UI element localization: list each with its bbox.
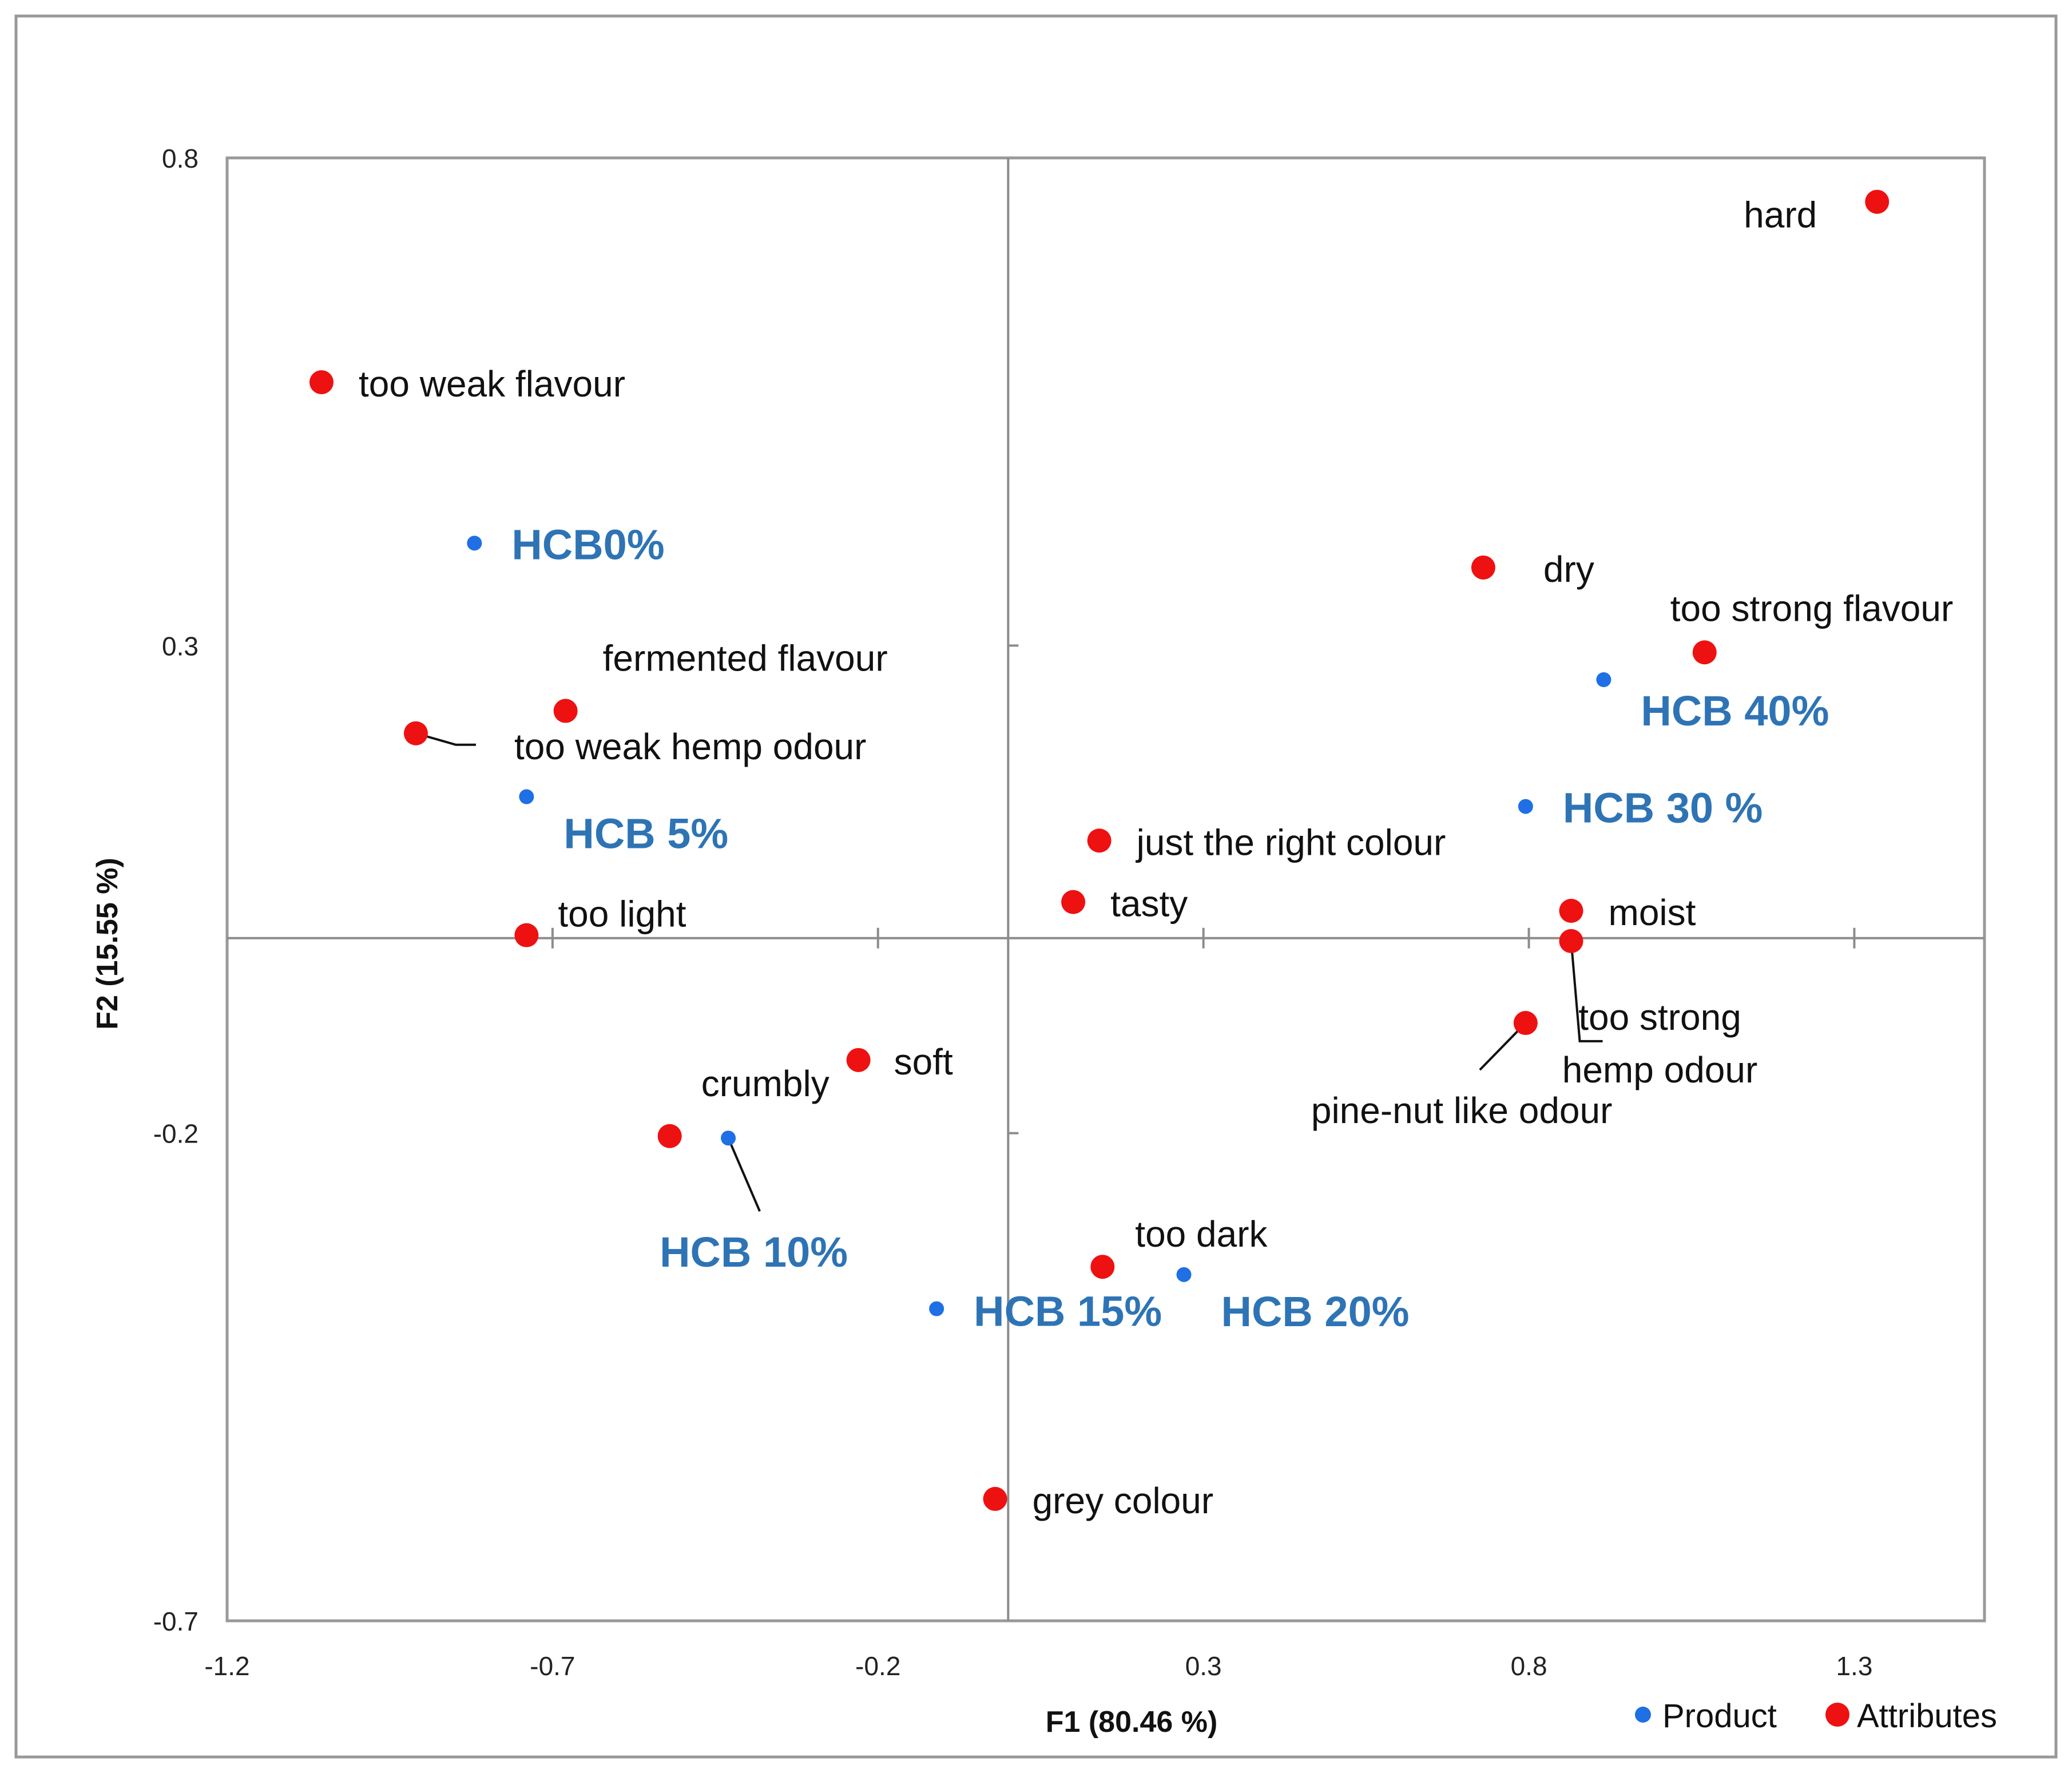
attribute-point	[1087, 828, 1112, 853]
x-tick-labels: -1.2 -0.7 -0.2 0.3 0.8 1.3	[204, 1651, 1872, 1681]
attribute-label: hard	[1744, 195, 1817, 236]
attribute-point	[1559, 929, 1583, 953]
legend-attributes-marker	[1825, 1703, 1849, 1727]
x-tick-label: 0.8	[1511, 1651, 1547, 1681]
legend-attributes-label: Attributes	[1857, 1697, 1997, 1735]
y-tick-labels: 0.8 0.3 -0.2 -0.7	[153, 144, 199, 1636]
product-label: HCB 40%	[1641, 687, 1829, 735]
attribute-point	[1513, 1011, 1538, 1036]
legend: Product Attributes	[1635, 1697, 1997, 1735]
attribute-label: just the right colour	[1136, 822, 1446, 863]
product-point	[1176, 1267, 1192, 1282]
attribute-label: tasty	[1110, 883, 1188, 925]
outer-border	[14, 14, 2058, 1759]
product-point	[519, 789, 534, 804]
y-tick-label: -0.2	[153, 1119, 199, 1149]
product-points	[467, 536, 1611, 1316]
legend-product-label: Product	[1662, 1697, 1777, 1735]
leader-line	[1570, 941, 1603, 1042]
product-point	[467, 536, 482, 551]
attribute-point	[983, 1486, 1007, 1511]
y-tick-label: 0.3	[162, 631, 199, 661]
attribute-point	[657, 1124, 682, 1148]
attribute-point	[1692, 640, 1717, 665]
x-tick-label: 1.3	[1836, 1651, 1872, 1681]
x-axis-title: F1 (80.46 %)	[1046, 1705, 1218, 1739]
attribute-point	[553, 699, 578, 723]
product-label: HCB0%	[511, 521, 664, 568]
x-tick-label: -0.7	[530, 1651, 575, 1681]
attribute-label: fermented flavour	[603, 638, 888, 679]
y-tick-label: -0.7	[153, 1607, 199, 1636]
attribute-point	[1090, 1255, 1115, 1279]
attribute-point	[1559, 899, 1583, 923]
y-tick-label: 0.8	[162, 144, 199, 173]
product-label: HCB 5%	[563, 810, 728, 858]
product-point	[1518, 799, 1533, 814]
attribute-point	[1865, 189, 1890, 214]
attribute-point	[309, 370, 334, 395]
attribute-point	[1471, 555, 1495, 580]
product-label: HCB 10%	[660, 1228, 848, 1276]
legend-product-marker	[1635, 1707, 1651, 1723]
product-label: HCB 15%	[974, 1288, 1162, 1335]
y-axis-title: F2 (15.55 %)	[91, 858, 124, 1030]
attribute-label: too light	[558, 894, 686, 935]
attribute-label: pine-nut like odour	[1311, 1090, 1613, 1131]
attribute-points	[309, 189, 1890, 1511]
tick-marks	[551, 644, 1856, 1135]
point-labels: HCB0% HCB 5% HCB 10% HCB 15% HCB 20% HCB 30 %…	[359, 195, 1953, 1521]
plot-area	[225, 156, 1986, 1623]
attribute-label: too weak flavour	[359, 363, 625, 404]
attribute-label: grey colour	[1033, 1480, 1214, 1521]
product-point	[1596, 672, 1611, 687]
attribute-label: soft	[894, 1041, 953, 1082]
product-point	[929, 1301, 944, 1316]
attribute-label: moist	[1609, 892, 1696, 933]
attribute-point	[1061, 890, 1086, 914]
attribute-point	[846, 1048, 871, 1072]
attribute-label: dry	[1543, 549, 1594, 590]
product-point	[721, 1131, 736, 1146]
product-label: HCB 30 %	[1563, 784, 1763, 832]
attribute-point	[514, 923, 539, 947]
leader-line	[415, 732, 476, 746]
attribute-label: too weak hemp odour	[514, 726, 867, 767]
x-tick-label: -0.2	[855, 1651, 900, 1681]
attribute-point	[403, 721, 428, 745]
x-tick-label: -1.2	[204, 1651, 249, 1681]
leader-line	[727, 1137, 761, 1212]
product-label: HCB 20%	[1221, 1288, 1410, 1335]
attribute-label: too dark	[1135, 1213, 1268, 1255]
attribute-label: crumbly	[701, 1063, 829, 1104]
x-tick-label: 0.3	[1185, 1651, 1222, 1681]
attribute-label: too strong hemp odour	[1562, 997, 1758, 1090]
attribute-label: too strong flavour	[1670, 588, 1954, 629]
